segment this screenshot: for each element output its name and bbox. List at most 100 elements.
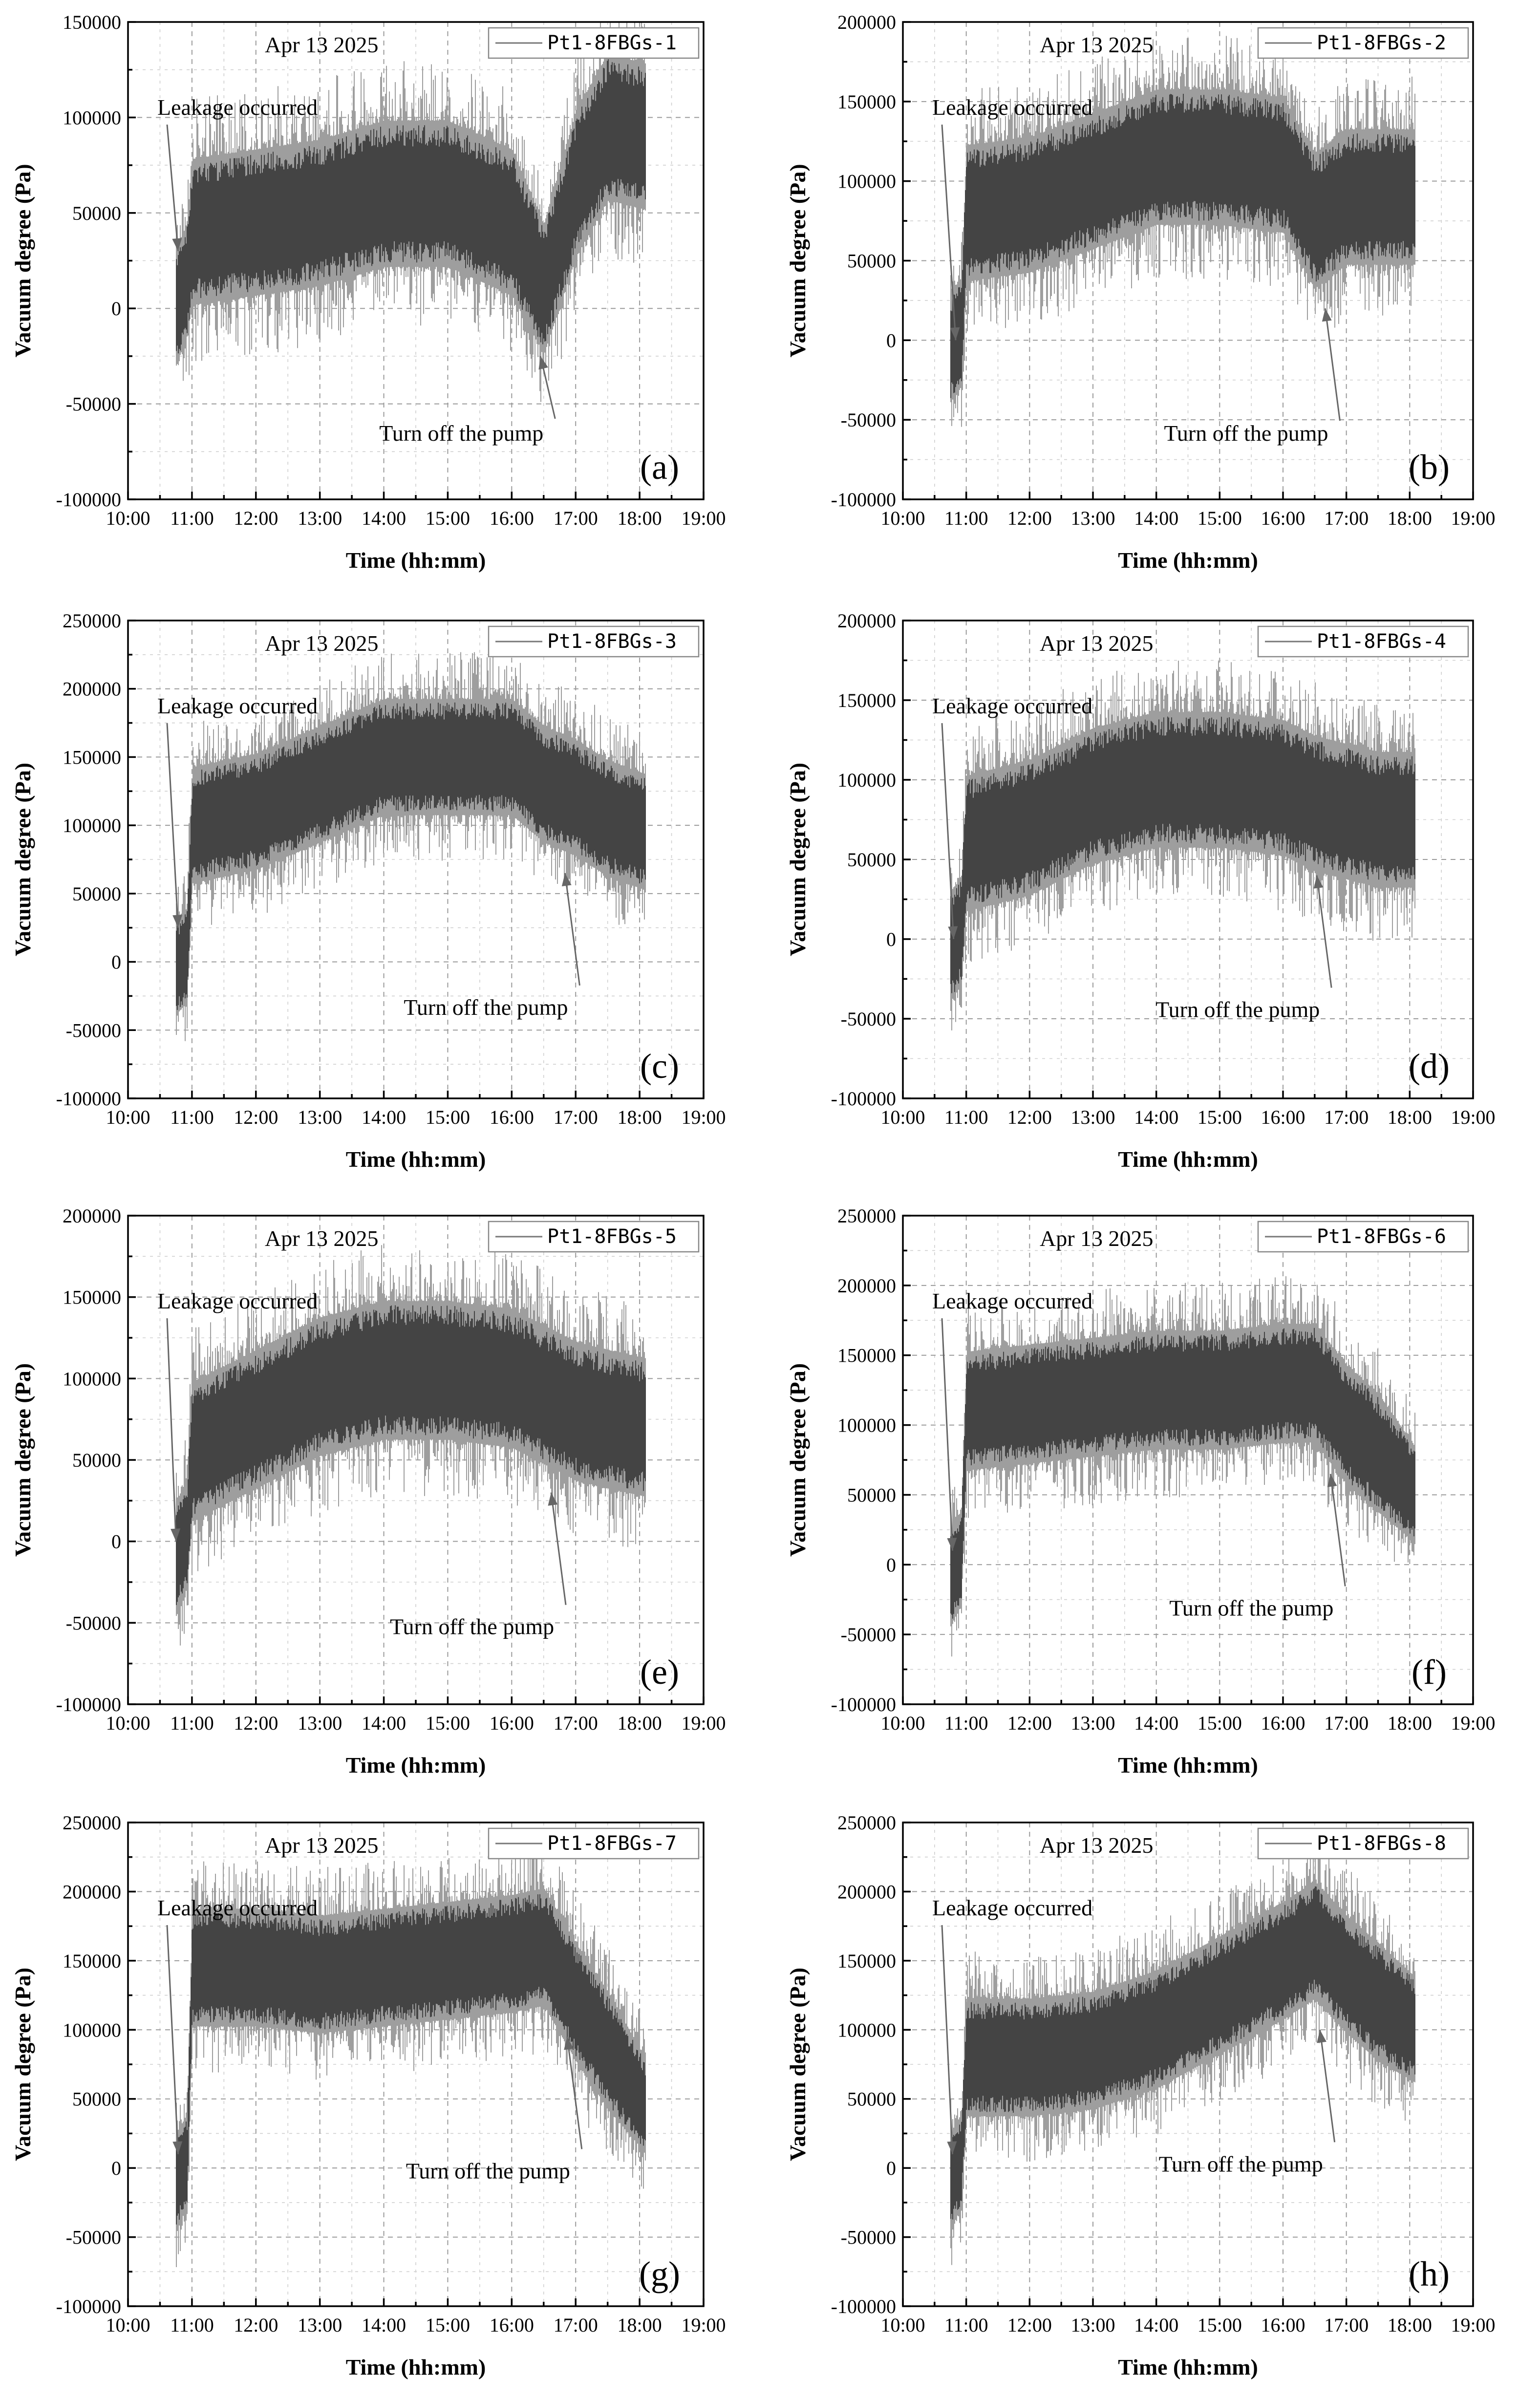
x-axis: 10:00 11:00 12:00 13:00 14:00 15:00 16:00 17:00… xyxy=(106,492,726,529)
signal-core xyxy=(950,1328,1415,1619)
y-tick-label: 100000 xyxy=(837,769,896,791)
annotation-pump-off: Turn off the pump xyxy=(390,1492,567,1639)
y-tick-label: -50000 xyxy=(841,1624,896,1646)
x-tick-label: 19:00 xyxy=(681,507,726,529)
legend: Pt1-8FBGs-6 xyxy=(1257,1221,1469,1253)
y-tick-label: 100000 xyxy=(837,1415,896,1436)
y-tick-label: -100000 xyxy=(56,1694,121,1715)
annotation-leakage: Leakage occurred xyxy=(157,1895,318,2154)
y-tick-label: -100000 xyxy=(831,1694,896,1715)
annotation-pump-off: Turn off the pump xyxy=(1169,1474,1346,1621)
annotation-text: Leakage occurred xyxy=(157,1895,318,1920)
x-tick-label: 10:00 xyxy=(880,2314,925,2336)
series-Pt1-8FBGs-1 xyxy=(176,22,646,402)
y-tick-label: 250000 xyxy=(63,610,121,632)
x-tick-label: 13:00 xyxy=(1070,1106,1115,1128)
x-axis-title: Time (hh:mm) xyxy=(1118,2355,1258,2380)
x-tick-label: 19:00 xyxy=(1451,1712,1495,1734)
annotation-text: Turn off the pump xyxy=(379,421,543,446)
annotation-text: Leakage occurred xyxy=(932,693,1092,718)
legend-label: Pt1-8FBGs-7 xyxy=(547,1832,677,1855)
y-tick-label: 0 xyxy=(886,1554,896,1576)
y-tick-label: 100000 xyxy=(63,1368,121,1390)
annotation-arrow xyxy=(941,1925,954,2154)
arrow-head xyxy=(171,1528,181,1542)
arrow-head xyxy=(561,873,572,887)
chart-panel-8: 10:00 11:00 12:00 13:00 14:00 15:00 16:00 17:00… xyxy=(785,1812,1496,2380)
y-axis-title: Vacuum degree (Pa) xyxy=(785,1968,810,2161)
date-label: Apr 13 2025 xyxy=(1040,32,1154,57)
annotation-leakage: Leakage occurred xyxy=(157,95,318,252)
panel-label: (a) xyxy=(640,448,679,487)
date-label: Apr 13 2025 xyxy=(1040,1833,1154,1858)
date-label: Apr 13 2025 xyxy=(265,1226,379,1251)
arrow-head xyxy=(172,915,183,928)
y-tick-label: -50000 xyxy=(66,2227,121,2249)
x-tick-label: 19:00 xyxy=(1451,1106,1495,1128)
x-tick-label: 11:00 xyxy=(944,507,988,529)
y-tick-label: -50000 xyxy=(841,2227,896,2249)
x-tick-label: 13:00 xyxy=(298,1106,342,1128)
y-tick-label: -50000 xyxy=(66,1612,121,1634)
annotation-text: Turn off the pump xyxy=(1155,997,1320,1022)
x-tick-label: 16:00 xyxy=(1261,1106,1305,1128)
x-tick-label: 11:00 xyxy=(944,1712,988,1734)
x-axis: 10:00 11:00 12:00 13:00 14:00 15:00 16:00 17:00… xyxy=(880,2298,1496,2336)
y-tick-label: -100000 xyxy=(831,1088,896,1110)
x-tick-label: 18:00 xyxy=(1388,1106,1432,1128)
y-axis: -100000 -50000 0 50000 100000 150000 200000 xyxy=(56,1205,136,1715)
date-label: Apr 13 2025 xyxy=(265,32,379,57)
annotation-text: Turn off the pump xyxy=(1169,1596,1333,1621)
x-tick-label: 16:00 xyxy=(1261,1712,1305,1734)
signal-core xyxy=(950,716,1415,993)
annotation-text: Leakage occurred xyxy=(932,95,1092,120)
y-axis-title: Vacuum degree (Pa) xyxy=(10,763,35,956)
series-Pt1-8FBGs-7 xyxy=(176,1842,646,2267)
y-axis-title: Vacuum degree (Pa) xyxy=(785,164,810,357)
arrow-head xyxy=(548,1492,558,1506)
signal-core xyxy=(176,1305,646,1605)
legend-label: Pt1-8FBGs-3 xyxy=(547,630,677,653)
panel-label: (b) xyxy=(1409,448,1450,487)
chart-panel-3: 10:00 11:00 12:00 13:00 14:00 15:00 16:00 17:00… xyxy=(10,610,726,1172)
x-tick-label: 19:00 xyxy=(681,1712,726,1734)
annotation-arrow xyxy=(1316,875,1332,988)
x-axis: 10:00 11:00 12:00 13:00 14:00 15:00 16:00 17:00… xyxy=(106,2298,726,2336)
x-tick-label: 15:00 xyxy=(426,1106,470,1128)
date-label: Apr 13 2025 xyxy=(1040,1226,1154,1251)
arrow-head xyxy=(564,2037,574,2050)
x-tick-label: 14:00 xyxy=(362,2314,406,2336)
panel-label: (c) xyxy=(640,1047,679,1086)
x-tick-label: 10:00 xyxy=(106,1106,150,1128)
x-tick-label: 14:00 xyxy=(362,507,406,529)
x-tick-label: 13:00 xyxy=(298,1712,342,1734)
arrow-head xyxy=(1313,875,1324,889)
annotation-pump-off: Turn off the pump xyxy=(404,873,580,1020)
annotation-leakage: Leakage occurred xyxy=(157,693,318,928)
x-tick-label: 10:00 xyxy=(880,507,925,529)
y-tick-label: 0 xyxy=(886,2157,896,2179)
annotation-arrow xyxy=(550,1492,567,1605)
legend-label: Pt1-8FBGs-4 xyxy=(1317,630,1446,653)
y-tick-label: 200000 xyxy=(63,1881,121,1903)
x-tick-label: 15:00 xyxy=(426,507,470,529)
x-tick-label: 14:00 xyxy=(362,1106,406,1128)
x-tick-label: 15:00 xyxy=(1198,507,1242,529)
y-tick-label: -100000 xyxy=(56,1088,121,1110)
annotation-arrow xyxy=(1324,308,1341,421)
annotation-pump-off: Turn off the pump xyxy=(1159,2030,1336,2176)
y-tick-label: 100000 xyxy=(63,2019,121,2041)
y-tick-label: 50000 xyxy=(847,849,896,871)
arrow-head xyxy=(947,1538,957,1551)
y-tick-label: -100000 xyxy=(831,489,896,511)
y-axis: -100000 -50000 0 50000 100000 150000 xyxy=(56,11,136,511)
x-tick-label: 15:00 xyxy=(1198,1712,1242,1734)
y-tick-label: 150000 xyxy=(63,11,121,33)
x-tick-label: 18:00 xyxy=(618,507,662,529)
legend: Pt1-8FBGs-2 xyxy=(1257,27,1469,59)
date-label: Apr 13 2025 xyxy=(1040,631,1154,656)
y-tick-label: 100000 xyxy=(63,107,121,129)
x-axis: 10:00 11:00 12:00 13:00 14:00 15:00 16:00 17:00… xyxy=(106,1091,726,1128)
legend-label: Pt1-8FBGs-2 xyxy=(1317,32,1446,54)
